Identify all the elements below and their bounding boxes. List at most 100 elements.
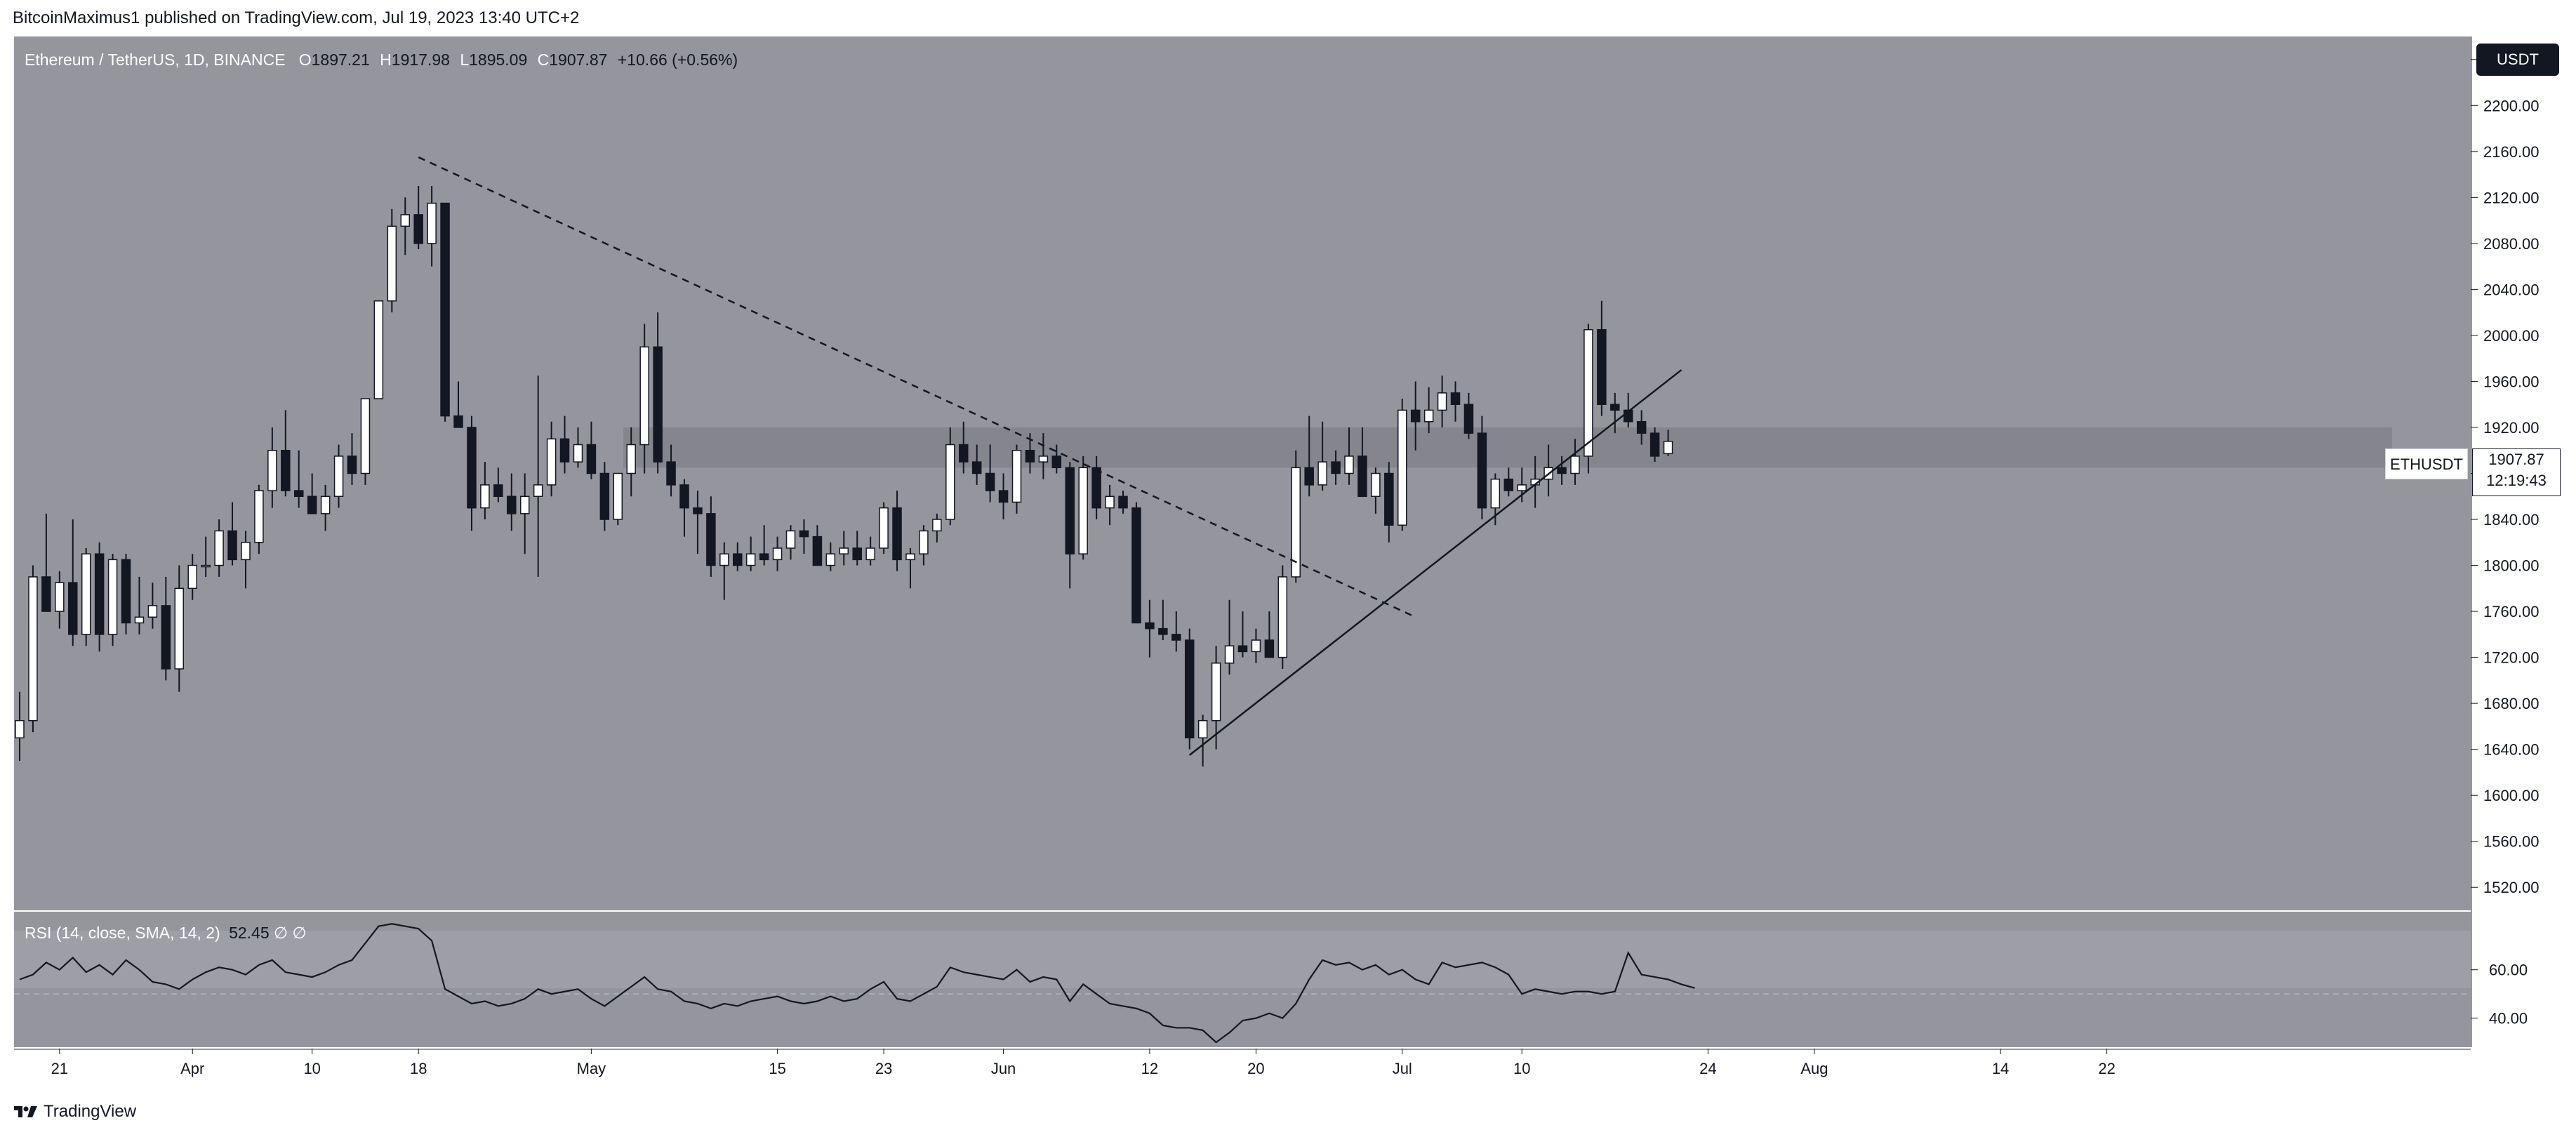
rsi-tick-label: 60.00: [2489, 962, 2528, 979]
candle-up: [1663, 441, 1673, 455]
candle-down: [1477, 432, 1487, 509]
candle-down: [413, 214, 423, 244]
candle-down: [1503, 478, 1514, 491]
candle-down: [1237, 645, 1248, 653]
candle-up: [1011, 449, 1022, 503]
candle-up: [639, 346, 649, 446]
candle-up: [1317, 461, 1327, 486]
candle-down: [971, 461, 982, 474]
tradingview-logo-icon: [14, 1106, 37, 1117]
candle-down: [852, 547, 862, 561]
candle-down: [693, 507, 703, 514]
candle-up: [480, 484, 490, 509]
candle-down: [1636, 421, 1647, 434]
candle-down: [892, 507, 902, 561]
candle-down: [161, 605, 171, 670]
low-label: L: [460, 51, 470, 69]
candle-up: [1344, 456, 1354, 474]
last-price: 1907.87: [2488, 451, 2544, 468]
candle-down: [1450, 392, 1461, 405]
candle-up: [201, 564, 211, 568]
candle-up: [267, 449, 277, 491]
candle-down: [1145, 622, 1155, 630]
open-value: 1897.21: [311, 51, 370, 69]
time-axis[interactable]: [14, 1049, 2471, 1086]
price-tick-label: 1960.00: [2483, 373, 2540, 390]
candle-down: [121, 559, 131, 624]
price-tick-label: 1720.00: [2483, 649, 2540, 667]
close-label: C: [537, 51, 550, 69]
candle-down: [281, 449, 291, 491]
candle-up: [214, 530, 224, 566]
time-tick-label: 23: [875, 1060, 892, 1077]
time-tick-label: 10: [303, 1060, 320, 1077]
rsi-band: [14, 931, 2471, 988]
candle-up: [1224, 645, 1235, 664]
candle-up: [573, 444, 583, 463]
candle-down: [1051, 456, 1062, 469]
symbol-tag: ETHUSDT: [2385, 448, 2468, 479]
descending-resistance-line: [418, 156, 1416, 618]
candle-down: [1264, 639, 1275, 658]
candle-down: [1557, 467, 1567, 474]
time-tick-label: 20: [1247, 1060, 1264, 1077]
candle-up: [134, 616, 145, 624]
candle-up: [945, 444, 955, 520]
time-tick-label: 24: [1699, 1060, 1716, 1077]
candle-up: [533, 484, 543, 498]
rsi-legend: RSI (14, close, SMA, 14, 2) 52.45 ∅ ∅: [25, 924, 306, 943]
candle-up: [932, 519, 942, 532]
candle-down: [799, 530, 809, 538]
candle-up: [15, 719, 25, 739]
candle-up: [626, 444, 636, 474]
rsi-tick-label: 40.00: [2489, 1010, 2528, 1028]
rsi-value: 52.45: [229, 924, 270, 942]
price-pane[interactable]: [14, 36, 2471, 910]
candle-up: [865, 547, 875, 561]
candle-down: [1410, 409, 1421, 423]
price-tick-label: 1680.00: [2483, 695, 2540, 712]
high-label: H: [380, 51, 392, 69]
candle-up: [1397, 409, 1407, 526]
time-tick-label: Jul: [1393, 1060, 1412, 1077]
candle-up: [1423, 409, 1434, 423]
currency-button[interactable]: USDT: [2476, 44, 2559, 76]
candle-down: [1597, 328, 1607, 405]
symbol-legend: Ethereum / TetherUS, 1D, BINANCE O1897.2…: [25, 51, 743, 69]
candle-up: [905, 553, 915, 561]
candle-up: [174, 587, 185, 670]
price-tick-label: 1840.00: [2483, 511, 2540, 528]
price-tick-label: 1800.00: [2483, 557, 2540, 575]
candle-down: [812, 536, 823, 566]
rsi-pane[interactable]: [14, 912, 2471, 1047]
time-tick-label: 22: [2098, 1060, 2115, 1077]
candle-up: [1291, 467, 1301, 578]
candle-down: [493, 484, 503, 498]
candle-down: [559, 438, 570, 463]
change-value: +10.66 (+0.56%): [617, 51, 738, 69]
candle-up: [613, 472, 623, 520]
candle-down: [759, 553, 769, 561]
open-label: O: [298, 51, 312, 69]
tradingview-brand[interactable]: TradingView: [14, 1102, 136, 1122]
time-tick-label: 18: [410, 1060, 427, 1077]
candle-down: [68, 582, 78, 635]
candle-up: [1570, 456, 1580, 474]
candle-up: [1371, 472, 1381, 498]
price-tick-label: 2040.00: [2483, 281, 2540, 298]
rsi-label: RSI (14, close, SMA, 14, 2): [25, 924, 220, 942]
price-tick-label: 1520.00: [2483, 879, 2540, 896]
candle-down: [1304, 467, 1314, 486]
rsi-line: [19, 923, 1695, 1044]
resistance-zone: [623, 427, 2392, 468]
candle-up: [81, 553, 91, 635]
candle-up: [1517, 484, 1527, 491]
candle-down: [733, 553, 743, 566]
candle-down: [507, 496, 517, 514]
price-tick-label: 2120.00: [2483, 189, 2540, 206]
publish-caption: BitcoinMaximus1 published on TradingView…: [13, 8, 580, 27]
candle-up: [241, 542, 251, 561]
candle-down: [1091, 467, 1101, 509]
price-axis[interactable]: [2471, 36, 2576, 1047]
